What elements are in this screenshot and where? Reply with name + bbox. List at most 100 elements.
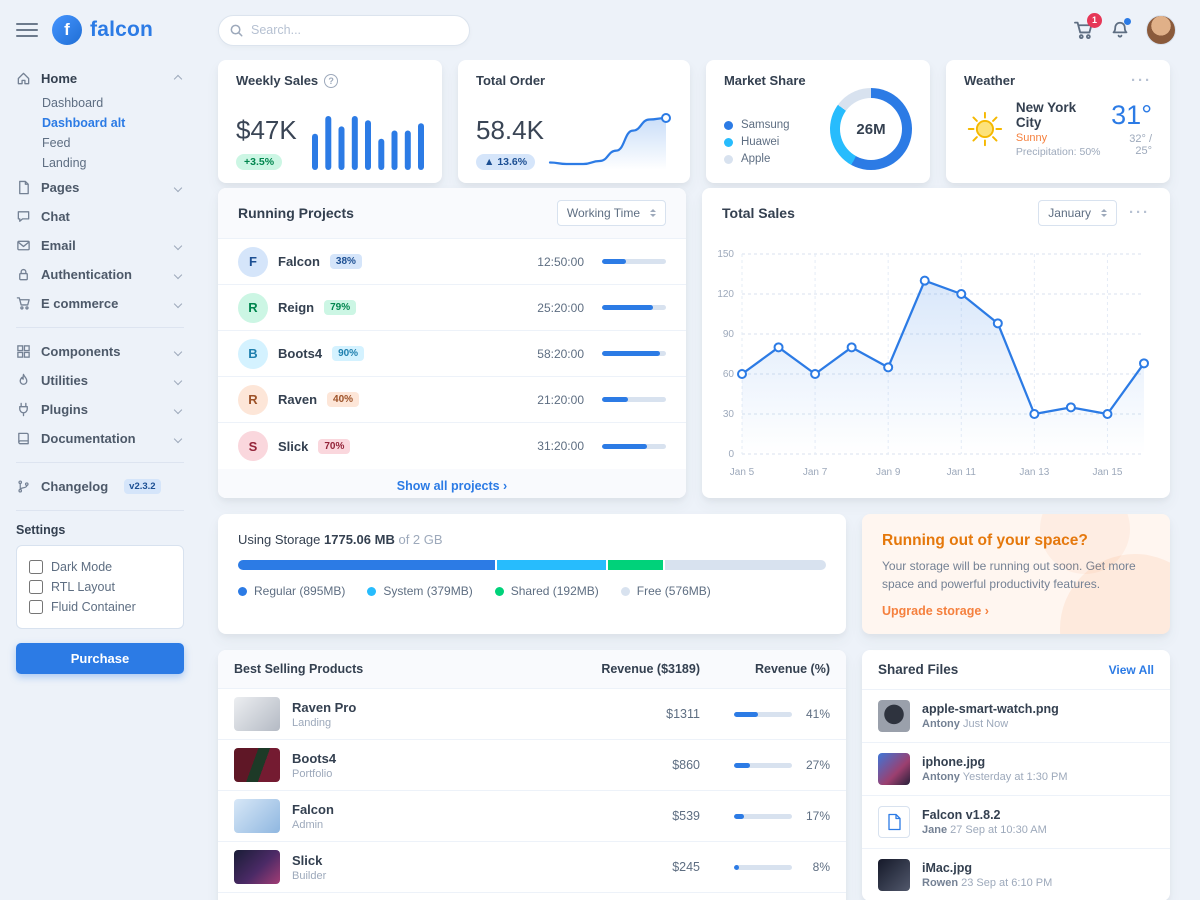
legend-item: Huawei (723, 136, 790, 148)
product-name-link[interactable]: Raven Pro (292, 699, 357, 715)
project-row: B Boots4 90% 58:20:00 (218, 331, 686, 377)
total-order-value: 58.4K (476, 115, 544, 145)
market-share-donut: 26M (829, 88, 912, 170)
storage-used: 1775.06 MB (324, 532, 395, 547)
best-selling-products-card: Best Selling Products Revenue ($3189) Re… (218, 650, 846, 900)
home-icon (17, 72, 30, 85)
sidebar-item-documentation[interactable]: Documentation (16, 424, 184, 453)
svg-text:Jan 15: Jan 15 (1092, 467, 1122, 478)
card-menu-button[interactable]: ··· (1129, 204, 1150, 221)
svg-text:Jan 9: Jan 9 (876, 467, 901, 478)
project-name-link[interactable]: Reign (278, 300, 315, 315)
project-row: S Slick 70% 31:20:00 (218, 423, 686, 469)
legend-label: Apple (740, 153, 771, 165)
legend-item: Apple (723, 153, 790, 165)
card-menu-button[interactable]: ··· (1131, 71, 1152, 89)
file-thumbnail (878, 806, 910, 838)
sidebar-divider (16, 462, 184, 463)
storage-segment (238, 560, 495, 570)
user-avatar[interactable] (1146, 15, 1176, 45)
legend-dot (238, 586, 247, 596)
working-time-select[interactable]: Working Time (556, 200, 666, 226)
sidebar-item-dashboard-alt[interactable]: Dashboard alt (42, 116, 126, 130)
project-name-link[interactable]: Boots4 (278, 346, 323, 361)
notifications-button[interactable] (1110, 18, 1131, 40)
legend-dot (723, 120, 733, 130)
file-thumbnail (878, 753, 910, 785)
project-name-link[interactable]: Falcon (278, 254, 320, 269)
sidebar-item-landing[interactable]: Landing (42, 156, 87, 170)
sidebar-item-components[interactable]: Components (16, 337, 184, 366)
legend-item: Regular (895MB) (238, 584, 345, 598)
purchase-button[interactable]: Purchase (16, 643, 184, 674)
svg-text:120: 120 (717, 289, 734, 300)
home-subnav: Dashboard Dashboard alt Feed Landing (16, 93, 184, 173)
top-navbar: f falcon 1 (0, 0, 1200, 60)
option-label: RTL Layout (51, 580, 115, 594)
sidebar-item-dashboard[interactable]: Dashboard (42, 96, 104, 110)
search-input[interactable] (218, 14, 470, 46)
chevron-down-icon (173, 270, 183, 279)
project-avatar: F (238, 246, 268, 277)
weather-card: Weather ··· New York City Sunny Precipit… (945, 60, 1170, 183)
sidebar-item-pages[interactable]: Pages (16, 173, 184, 202)
weekly-sales-card: Weekly Sales ? $47K +3.5% (218, 60, 443, 183)
project-row: F Falcon 38% 12:50:00 (218, 239, 686, 285)
dark-mode-checkbox[interactable] (29, 560, 43, 574)
file-name-link[interactable]: iMac.jpg (922, 861, 973, 875)
view-all-link[interactable]: View All (1108, 662, 1154, 677)
sidebar-item-label: Authentication (41, 267, 132, 282)
hamburger-menu-icon[interactable] (16, 23, 38, 37)
product-name-link[interactable]: Falcon (292, 801, 334, 817)
weekly-sales-value: $47K (236, 115, 297, 145)
show-all-projects-link[interactable]: Show all projects › (396, 479, 508, 493)
file-name-link[interactable]: Falcon v1.8.2 (922, 808, 1001, 822)
help-icon[interactable]: ? (324, 73, 339, 88)
sidebar-item-email[interactable]: Email (16, 231, 184, 260)
project-progress-bar (602, 351, 666, 356)
upgrade-storage-link[interactable]: Upgrade storage › (882, 604, 989, 618)
svg-text:90: 90 (723, 329, 735, 340)
project-badge: 70% (318, 438, 351, 454)
project-time: 12:50:00 (537, 254, 584, 269)
month-select[interactable]: January (1038, 200, 1117, 226)
sidebar-item-feed[interactable]: Feed (42, 136, 71, 150)
fluid-container-checkbox[interactable] (29, 600, 43, 614)
project-name-link[interactable]: Raven (278, 392, 318, 407)
dark-mode-option: Dark Mode (29, 560, 171, 574)
file-name-link[interactable]: apple-smart-watch.png (922, 702, 1059, 716)
sidebar-divider (16, 510, 184, 511)
legend-dot (723, 154, 733, 164)
storage-bar (238, 560, 826, 570)
sidebar-item-label: Documentation (41, 431, 136, 446)
sidebar-item-authentication[interactable]: Authentication (16, 260, 184, 289)
sidebar-item-changelog[interactable]: Changelog v2.3.2 (16, 472, 184, 501)
rtl-layout-checkbox[interactable] (29, 580, 43, 594)
sidebar-item-chat[interactable]: Chat (16, 202, 184, 231)
sidebar-item-home[interactable]: Home (16, 64, 184, 93)
weekly-sales-chart (312, 116, 425, 170)
sidebar-item-plugins[interactable]: Plugins (16, 395, 184, 424)
sort-icon (650, 209, 656, 217)
file-name-link[interactable]: iphone.jpg (922, 755, 986, 769)
sidebar-item-label: Changelog (41, 479, 109, 494)
cart-button[interactable]: 1 (1073, 12, 1102, 41)
legend-item: Free (576MB) (620, 584, 711, 598)
revenue-percent-bar (734, 813, 792, 819)
project-time: 25:20:00 (537, 300, 584, 315)
project-row: R Raven 40% 21:20:00 (218, 377, 686, 423)
sidebar: Home Dashboard Dashboard alt Feed Landin… (0, 60, 200, 900)
project-progress-bar (602, 397, 666, 402)
sidebar-item-ecommerce[interactable]: E commerce (16, 289, 184, 318)
product-name-link[interactable]: Slick (292, 852, 323, 868)
product-name-link[interactable]: Boots4 (292, 750, 337, 766)
brand-logo[interactable]: f falcon (52, 15, 218, 45)
svg-text:60: 60 (723, 369, 735, 380)
revenue-percent-bar (734, 762, 792, 768)
legend-label: Huawei (740, 136, 780, 148)
card-title: Market Share (723, 73, 806, 88)
sidebar-item-utilities[interactable]: Utilities (16, 366, 184, 395)
project-name-link[interactable]: Slick (278, 438, 309, 454)
sidebar-item-label: Chat (41, 209, 70, 224)
legend-item: System (379MB) (367, 584, 473, 598)
